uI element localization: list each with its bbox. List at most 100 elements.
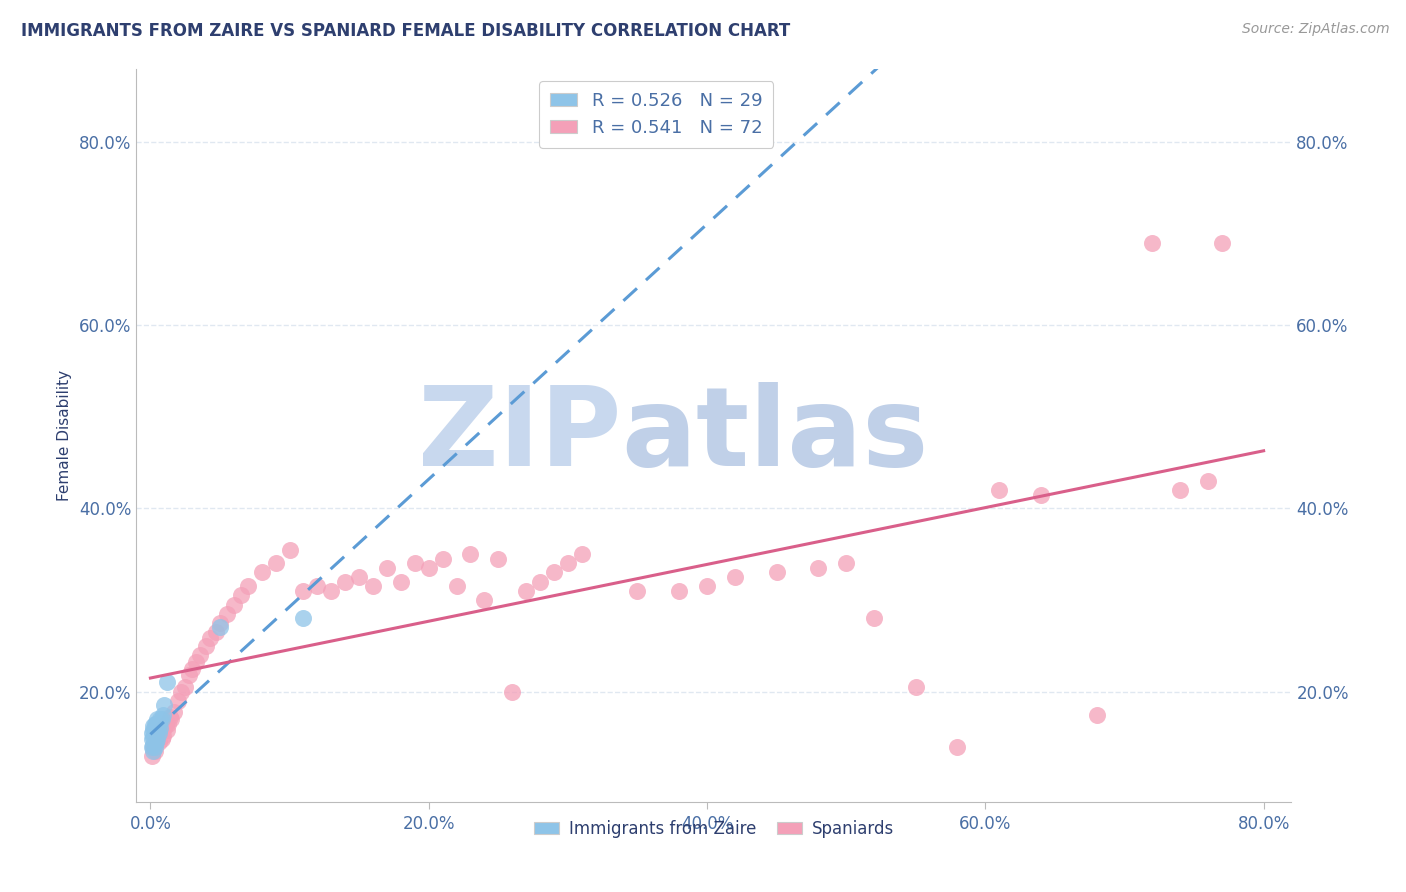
Point [170, 684, 193, 698]
Point [149, 721, 172, 735]
Point [146, 712, 169, 726]
Point [335, 574, 357, 589]
Point [155, 716, 177, 731]
Y-axis label: Female Disability: Female Disability [58, 369, 72, 500]
Point [142, 731, 165, 745]
Point [142, 739, 165, 754]
Point [501, 684, 523, 698]
Point [143, 744, 166, 758]
Point [143, 739, 166, 754]
Point [863, 611, 886, 625]
Point [148, 735, 170, 749]
Point [347, 570, 370, 584]
Point [1029, 487, 1052, 501]
Point [204, 625, 226, 640]
Point [181, 662, 204, 676]
Point [446, 579, 468, 593]
Point [160, 712, 183, 726]
Point [292, 611, 315, 625]
Point [153, 698, 176, 713]
Point [208, 615, 231, 630]
Point [307, 579, 329, 593]
Point [375, 561, 398, 575]
Point [988, 483, 1011, 497]
Point [145, 716, 167, 731]
Legend: Immigrants from Zaire, Spaniards: Immigrants from Zaire, Spaniards [527, 814, 900, 845]
Point [236, 579, 259, 593]
Point [668, 583, 690, 598]
Point [179, 668, 201, 682]
Point [143, 726, 166, 740]
Point [159, 710, 181, 724]
Point [142, 719, 165, 733]
Point [543, 566, 565, 580]
Point [153, 721, 176, 735]
Point [904, 680, 927, 694]
Text: ZIP: ZIP [418, 382, 621, 489]
Point [474, 593, 496, 607]
Point [1211, 235, 1233, 250]
Point [142, 738, 165, 752]
Point [361, 579, 384, 593]
Point [807, 561, 830, 575]
Point [141, 732, 163, 747]
Point [167, 694, 190, 708]
Point [146, 723, 169, 737]
Point [724, 570, 747, 584]
Point [432, 551, 454, 566]
Point [146, 719, 169, 733]
Point [145, 735, 167, 749]
Point [141, 739, 163, 754]
Text: IMMIGRANTS FROM ZAIRE VS SPANIARD FEMALE DISABILITY CORRELATION CHART: IMMIGRANTS FROM ZAIRE VS SPANIARD FEMALE… [21, 22, 790, 40]
Point [145, 732, 167, 747]
Point [156, 675, 179, 690]
Point [141, 748, 163, 763]
Point [486, 551, 509, 566]
Point [460, 547, 482, 561]
Point [321, 583, 343, 598]
Point [150, 732, 173, 747]
Point [229, 588, 252, 602]
Point [148, 726, 170, 740]
Point [278, 542, 301, 557]
Point [186, 655, 208, 669]
Text: atlas: atlas [621, 382, 929, 489]
Point [149, 712, 172, 726]
Point [418, 561, 440, 575]
Point [146, 731, 169, 745]
Point [250, 566, 273, 580]
Point [222, 598, 245, 612]
Point [264, 557, 287, 571]
Point [150, 712, 173, 726]
Point [696, 579, 718, 593]
Point [200, 632, 222, 646]
Point [141, 726, 163, 740]
Point [208, 620, 231, 634]
Point [215, 607, 238, 621]
Point [1142, 235, 1164, 250]
Point [174, 680, 197, 694]
Point [571, 547, 593, 561]
Point [835, 557, 858, 571]
Point [529, 574, 551, 589]
Point [149, 726, 172, 740]
Point [148, 716, 170, 731]
Point [142, 723, 165, 737]
Point [145, 726, 167, 740]
Point [626, 583, 648, 598]
Point [143, 716, 166, 731]
Point [1197, 474, 1219, 488]
Point [157, 716, 180, 731]
Point [1085, 707, 1108, 722]
Point [163, 705, 186, 719]
Point [292, 583, 315, 598]
Point [142, 744, 165, 758]
Point [152, 707, 174, 722]
Point [190, 648, 212, 662]
Point [389, 574, 412, 589]
Point [765, 566, 787, 580]
Point [195, 639, 218, 653]
Text: Source: ZipAtlas.com: Source: ZipAtlas.com [1241, 22, 1389, 37]
Point [404, 557, 426, 571]
Point [146, 732, 169, 747]
